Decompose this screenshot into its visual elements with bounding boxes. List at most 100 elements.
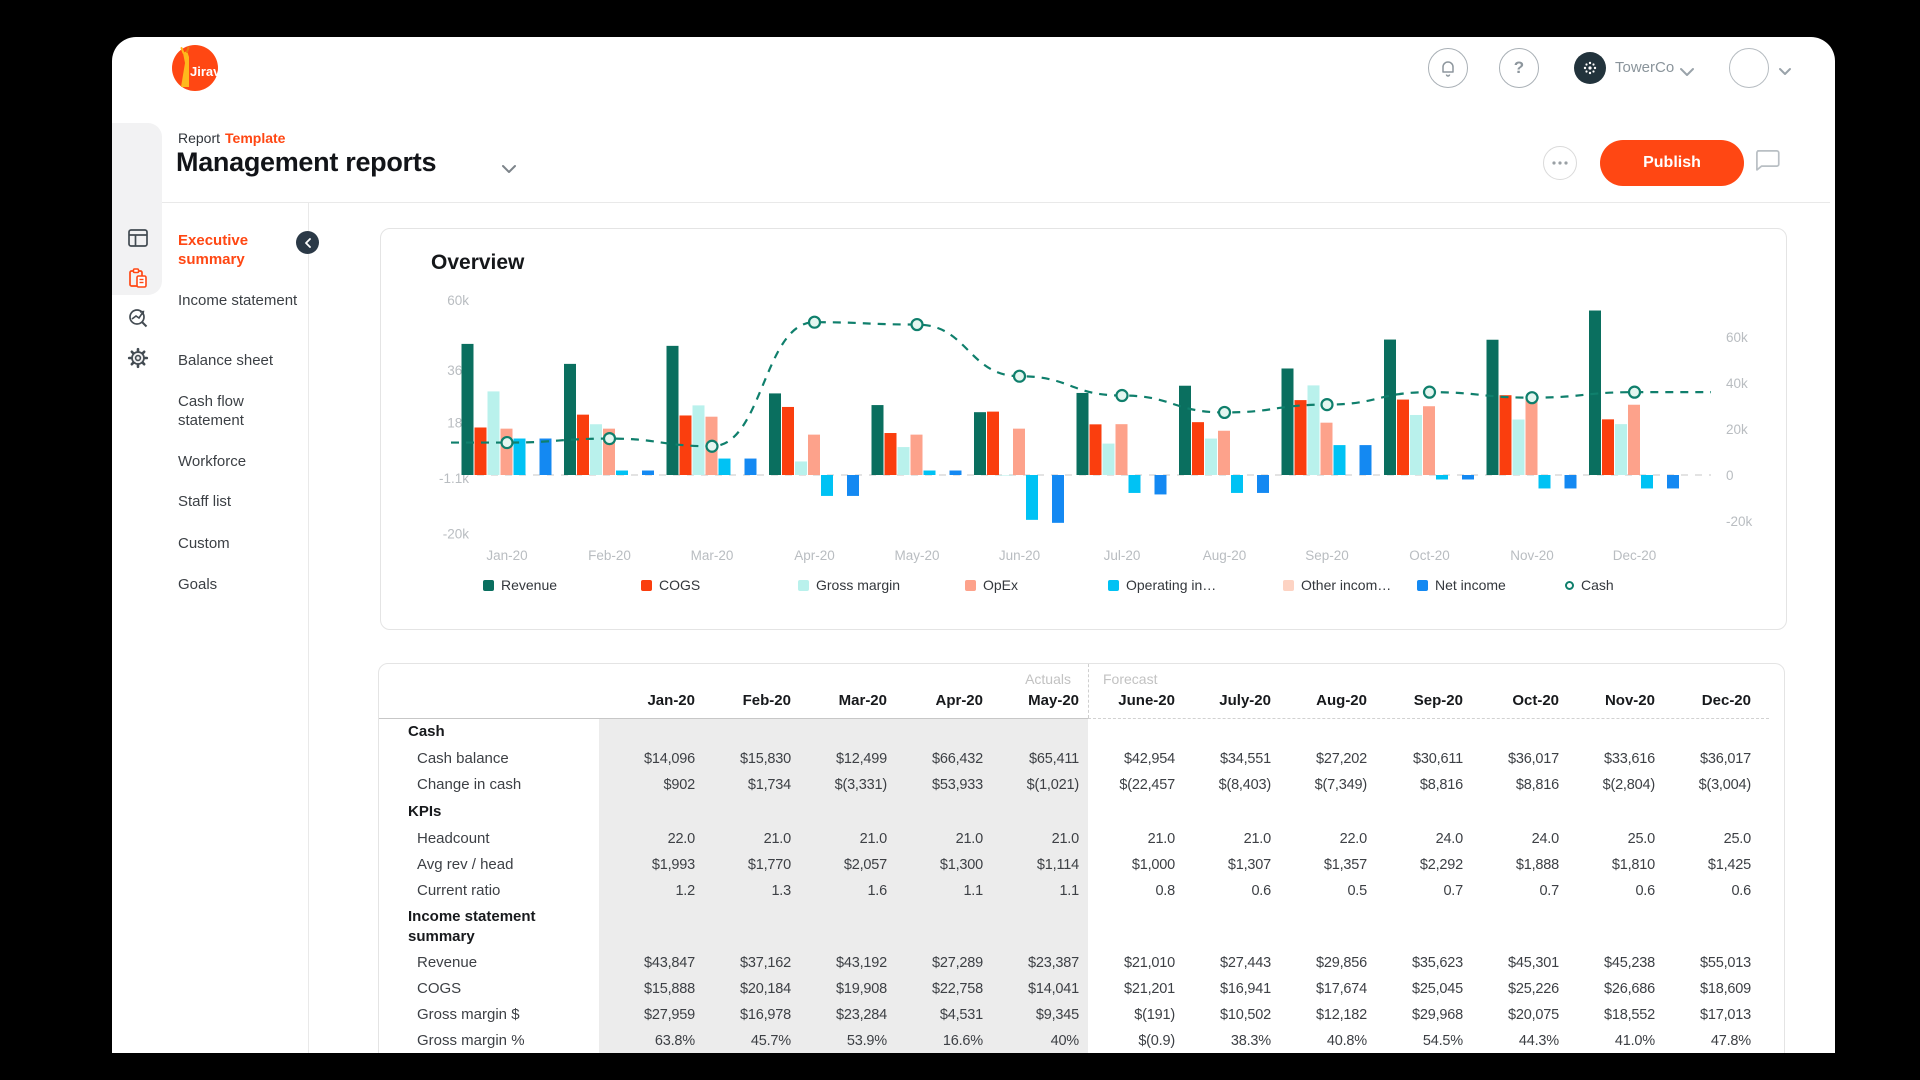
analyze-icon[interactable]	[127, 307, 149, 329]
nav-item-cash-flow-statement[interactable]: Cash flow statement	[178, 393, 244, 429]
cell-Mar-20: $12,499	[835, 751, 887, 767]
legend-swatch-icon	[641, 579, 652, 591]
cash-marker-Oct-20	[1422, 385, 1437, 399]
settings-gear-icon[interactable]	[127, 347, 149, 369]
publish-button[interactable]: Publish	[1600, 140, 1744, 186]
column-header-Mar-20: Mar-20	[838, 692, 887, 709]
nav-item-goals[interactable]: Goals	[178, 576, 218, 593]
user-avatar[interactable]	[1729, 48, 1769, 88]
bar-revenue-Apr-20	[769, 393, 781, 475]
x-axis-label-Mar-20: Mar-20	[691, 548, 734, 563]
bar-cogs-Mar-20	[679, 415, 692, 475]
cell-Jan-20: $27,959	[643, 1007, 695, 1023]
cell-Nov-20: $26,686	[1603, 981, 1655, 997]
cell-June-20: $21,010	[1123, 955, 1175, 971]
legend-item-operating-in-[interactable]: Operating in…	[1108, 577, 1216, 593]
bar-gross-margin-Dec-20	[1615, 424, 1627, 475]
cell-Nov-20: 25.0	[1627, 831, 1656, 847]
legend-item-cogs[interactable]: COGS	[641, 577, 700, 593]
right-axis-tick: 60k	[1726, 330, 1748, 345]
cash-marker-May-20	[910, 317, 924, 332]
nav-item-workforce[interactable]: Workforce	[178, 453, 247, 470]
legend-item-cash[interactable]: Cash	[1565, 577, 1614, 593]
header-divider	[162, 202, 1830, 203]
help-button[interactable]: ?	[1499, 48, 1539, 88]
cell-Dec-20: $1,425	[1707, 857, 1751, 873]
legend-label: Cash	[1581, 577, 1614, 593]
user-chevron-down-icon[interactable]	[1778, 67, 1792, 77]
cell-July-20: $34,551	[1219, 751, 1271, 767]
legend-item-gross-margin[interactable]: Gross margin	[798, 577, 900, 593]
nav-item-balance-sheet[interactable]: Balance sheet	[178, 352, 274, 369]
bar-cogs-Oct-20	[1397, 399, 1409, 475]
legend-item-other-incom-[interactable]: Other incom…	[1283, 577, 1391, 593]
chevron-left-icon	[304, 237, 311, 248]
nav-item-income-statement[interactable]: Income statement	[178, 292, 298, 309]
cell-Oct-20: $1,888	[1515, 857, 1559, 873]
svg-text:Jirav: Jirav	[190, 64, 221, 79]
bar-gross-margin-Sep-20	[1307, 385, 1320, 475]
cell-June-20: $42,954	[1123, 751, 1175, 767]
cell-Oct-20: $36,017	[1507, 751, 1559, 767]
legend-label: Revenue	[501, 577, 558, 593]
bar-net-income-Jun-20	[1052, 475, 1064, 523]
bar-opex-Dec-20	[1628, 404, 1640, 475]
nav-item-staff-list[interactable]: Staff list	[178, 493, 232, 510]
reports-icon-active[interactable]	[127, 267, 149, 289]
column-header-June-20: June-20	[1118, 692, 1175, 709]
legend-item-revenue[interactable]: Revenue	[483, 577, 557, 593]
cell-Mar-20: 21.0	[859, 831, 888, 847]
right-axis-tick: 20k	[1726, 422, 1748, 437]
chart-legend: Revenue COGS Gross margin OpEx Operating in……	[381, 577, 1786, 601]
cell-Feb-20: 21.0	[763, 831, 792, 847]
nav-item-custom[interactable]: Custom	[178, 535, 230, 552]
x-axis-label-Jul-20: Jul-20	[1104, 548, 1141, 563]
cell-July-20: 21.0	[1243, 831, 1272, 847]
bar-opex-Jun-20	[1013, 428, 1025, 475]
cash-marker-Jun-20	[1012, 369, 1027, 383]
cell-Oct-20: 44.3%	[1518, 1033, 1559, 1049]
cell-Feb-20: $16,978	[739, 1007, 791, 1023]
legend-swatch-icon	[1108, 579, 1119, 591]
bar-revenue-Mar-20	[666, 345, 679, 475]
legend-item-net-income[interactable]: Net income	[1417, 577, 1506, 593]
cell-Nov-20: 0.6	[1635, 883, 1655, 899]
bell-icon	[1442, 60, 1454, 77]
comment-button[interactable]	[1754, 149, 1782, 175]
bar-gross-margin-Jul-20	[1102, 443, 1115, 475]
cell-Nov-20: $18,552	[1603, 1007, 1655, 1023]
icon-rail	[112, 123, 162, 369]
bar-cogs-Apr-20	[782, 406, 794, 475]
workspace-name[interactable]: TowerCo	[1615, 59, 1675, 76]
bar-net-income-Nov-20	[1564, 475, 1577, 489]
cell-May-20: 21.0	[1051, 831, 1080, 847]
cell-Mar-20: $(3,331)	[834, 777, 888, 793]
cash-marker-Apr-20	[807, 315, 822, 329]
cell-Feb-20: $1,734	[747, 777, 791, 793]
title-chevron-down-icon[interactable]	[500, 163, 518, 175]
legend-item-opex[interactable]: OpEx	[965, 577, 1018, 593]
row-label-headcount: Headcount	[417, 830, 490, 847]
cell-July-20: $(8,403)	[1218, 777, 1272, 793]
bar-revenue-Jan-20	[461, 343, 474, 475]
more-options-button[interactable]	[1543, 146, 1577, 180]
bar-operating-in--Jul-20	[1128, 475, 1141, 493]
workspace-logo-icon[interactable]	[1574, 52, 1606, 84]
dashboards-icon[interactable]	[127, 227, 149, 249]
notifications-button[interactable]	[1428, 48, 1468, 88]
cell-June-20: $(0.9)	[1138, 1033, 1175, 1049]
workspace-chevron-down-icon[interactable]	[1679, 67, 1695, 77]
cell-Apr-20: 21.0	[955, 831, 984, 847]
left-axis-tick: 60k	[447, 293, 469, 308]
cell-Nov-20: $(2,804)	[1602, 777, 1656, 793]
bar-operating-in--Mar-20	[718, 458, 731, 475]
bar-gross-margin-Oct-20	[1410, 414, 1422, 475]
cell-Mar-20: $2,057	[843, 857, 887, 873]
cell-Dec-20: $36,017	[1699, 751, 1751, 767]
cell-May-20: $23,387	[1027, 955, 1079, 971]
collapse-nav-button[interactable]	[296, 231, 319, 254]
actuals-background-band	[599, 718, 1088, 1053]
jirav-logo-icon[interactable]: Jirav	[172, 45, 221, 91]
nav-item-executive-summary[interactable]: Executive summary	[178, 232, 249, 268]
